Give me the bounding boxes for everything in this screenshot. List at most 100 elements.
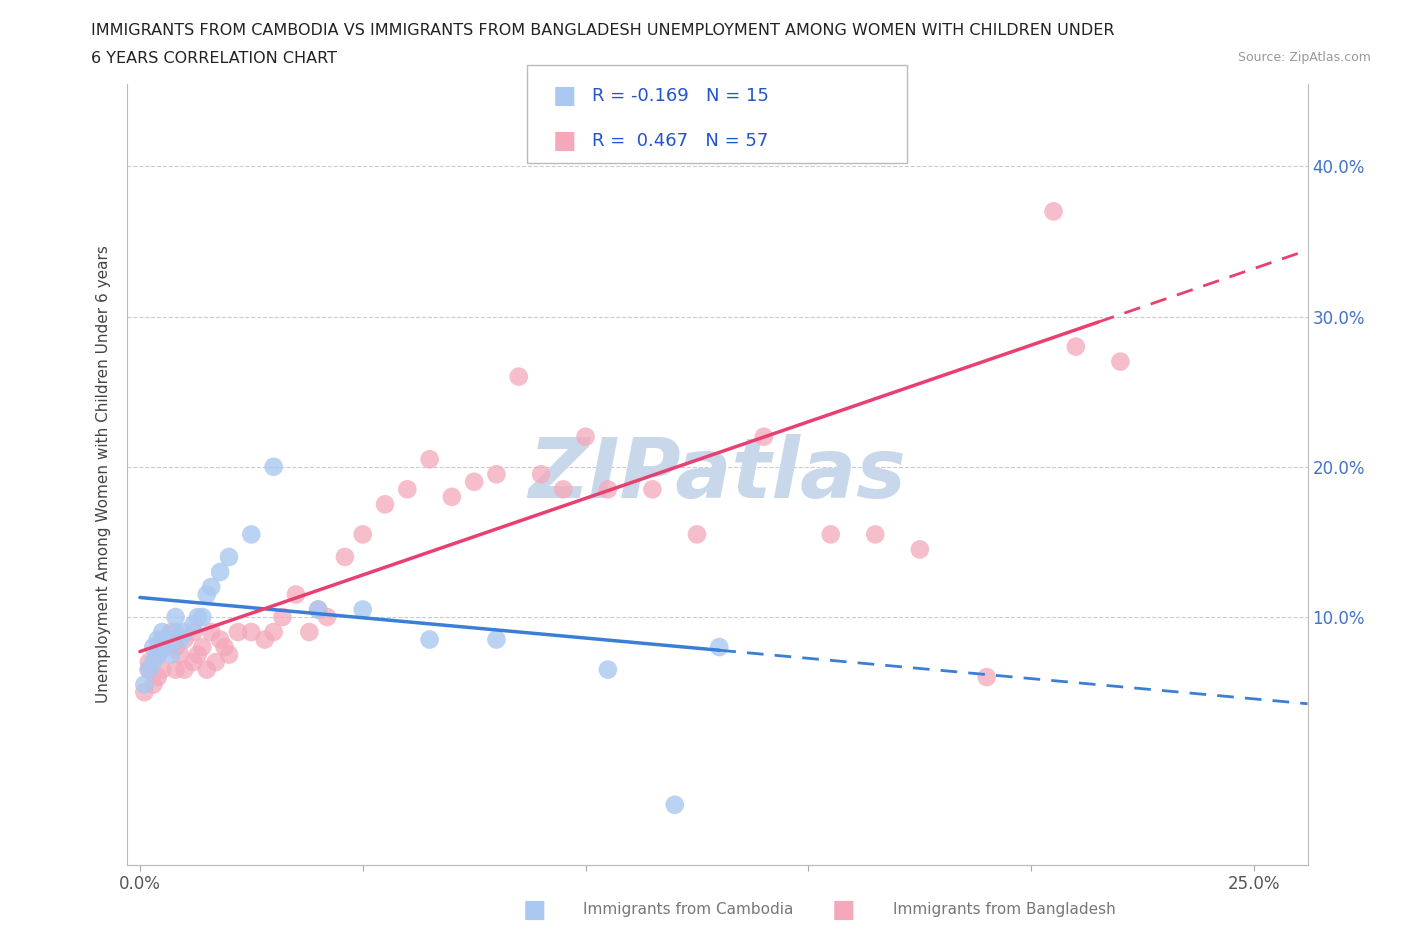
Point	[183, 655, 205, 670]
Point	[240, 625, 263, 640]
Point	[263, 459, 285, 474]
Point	[307, 602, 329, 617]
Point	[596, 662, 619, 677]
Point	[574, 430, 596, 445]
Point	[134, 677, 156, 692]
Point	[485, 467, 508, 482]
Point	[183, 618, 205, 632]
Point	[463, 474, 485, 489]
Text: Source: ZipAtlas.com: Source: ZipAtlas.com	[1237, 51, 1371, 64]
Point	[820, 527, 842, 542]
Point	[138, 662, 160, 677]
Point	[169, 647, 191, 662]
Point	[160, 625, 183, 640]
Point	[165, 640, 187, 655]
Point	[1064, 339, 1087, 354]
Point	[271, 609, 294, 624]
Text: 6 YEARS CORRELATION CHART: 6 YEARS CORRELATION CHART	[91, 51, 337, 66]
Point	[419, 632, 441, 647]
Point	[150, 625, 173, 640]
Point	[374, 497, 396, 512]
Point	[253, 632, 276, 647]
Point	[865, 527, 887, 542]
Point	[142, 655, 165, 670]
Point	[240, 527, 263, 542]
Point	[485, 632, 508, 647]
Point	[307, 602, 329, 617]
Point	[352, 602, 374, 617]
Point	[396, 482, 419, 497]
Text: R =  0.467   N = 57: R = 0.467 N = 57	[592, 132, 768, 151]
Point	[138, 662, 160, 677]
Point	[204, 655, 226, 670]
Text: Immigrants from Cambodia: Immigrants from Cambodia	[583, 902, 794, 917]
Point	[709, 640, 731, 655]
Point	[146, 647, 169, 662]
Text: ■: ■	[553, 84, 576, 108]
Point	[508, 369, 530, 384]
Point	[440, 489, 463, 504]
Point	[142, 640, 165, 655]
Point	[1042, 204, 1064, 219]
Text: IMMIGRANTS FROM CAMBODIA VS IMMIGRANTS FROM BANGLADESH UNEMPLOYMENT AMONG WOMEN : IMMIGRANTS FROM CAMBODIA VS IMMIGRANTS F…	[91, 23, 1115, 38]
Point	[173, 625, 195, 640]
Y-axis label: Unemployment Among Women with Children Under 6 years: Unemployment Among Women with Children U…	[96, 246, 111, 703]
Point	[752, 430, 775, 445]
Point	[183, 625, 205, 640]
Point	[1109, 354, 1132, 369]
Point	[333, 550, 356, 565]
Point	[146, 670, 169, 684]
Text: Immigrants from Bangladesh: Immigrants from Bangladesh	[893, 902, 1115, 917]
Point	[191, 640, 214, 655]
Point	[218, 550, 240, 565]
Point	[214, 640, 236, 655]
Point	[664, 797, 686, 812]
Point	[195, 587, 218, 602]
Text: ■: ■	[553, 129, 576, 153]
Point	[150, 662, 173, 677]
Point	[150, 640, 173, 655]
Point	[200, 625, 222, 640]
Point	[169, 632, 191, 647]
Point	[142, 677, 165, 692]
Point	[596, 482, 619, 497]
Point	[173, 632, 195, 647]
Point	[146, 632, 169, 647]
Point	[352, 527, 374, 542]
Point	[187, 647, 209, 662]
Point	[187, 609, 209, 624]
Point	[530, 467, 553, 482]
Point	[191, 609, 214, 624]
Point	[165, 609, 187, 624]
Point	[218, 647, 240, 662]
Point	[209, 632, 232, 647]
Text: R = -0.169   N = 15: R = -0.169 N = 15	[592, 86, 769, 105]
Point	[150, 632, 173, 647]
Point	[156, 640, 179, 655]
Point	[263, 625, 285, 640]
Point	[419, 452, 441, 467]
Point	[165, 625, 187, 640]
Point	[686, 527, 709, 542]
Point	[209, 565, 232, 579]
Point	[284, 587, 307, 602]
Point	[316, 609, 339, 624]
Point	[226, 625, 249, 640]
Point	[134, 684, 156, 699]
Point	[146, 647, 169, 662]
Point	[138, 655, 160, 670]
Point	[160, 647, 183, 662]
Text: ■: ■	[832, 897, 855, 922]
Point	[976, 670, 998, 684]
Point	[641, 482, 664, 497]
Text: ■: ■	[523, 897, 546, 922]
Point	[173, 662, 195, 677]
Point	[195, 662, 218, 677]
Point	[156, 632, 179, 647]
Point	[553, 482, 575, 497]
Point	[200, 579, 222, 594]
Point	[165, 662, 187, 677]
Point	[298, 625, 321, 640]
Text: ZIPatlas: ZIPatlas	[529, 433, 905, 515]
Point	[908, 542, 931, 557]
